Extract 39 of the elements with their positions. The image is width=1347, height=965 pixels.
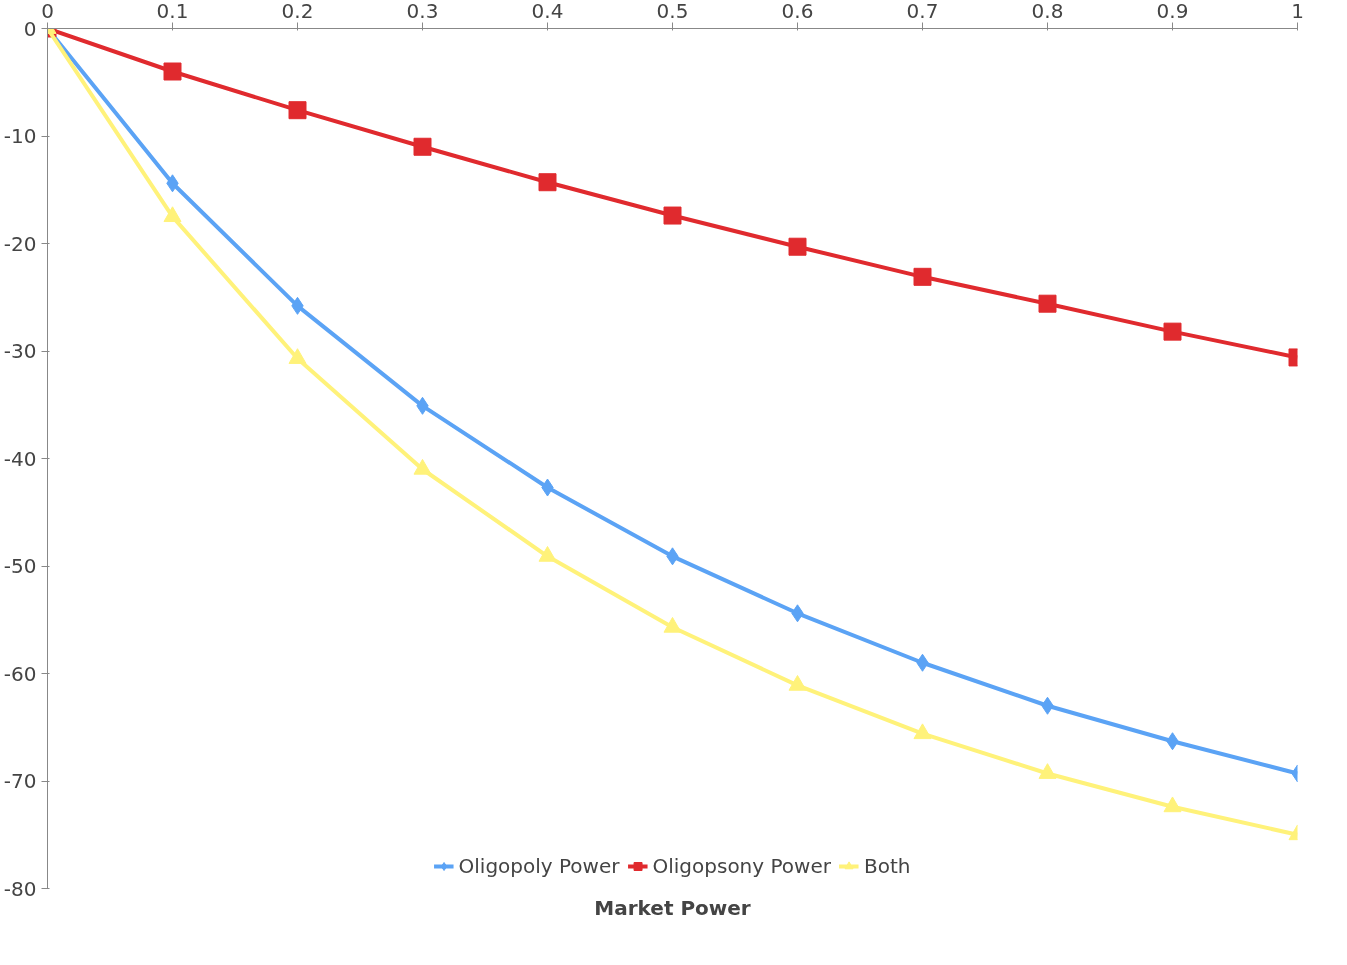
point: [913, 267, 932, 286]
point: [1038, 294, 1057, 313]
point: [538, 546, 557, 562]
point: [163, 62, 182, 81]
x-tick-label: 1: [1291, 0, 1304, 23]
x-tick-label: 0.8: [1031, 0, 1064, 23]
x-axis-title: Market Power: [594, 895, 751, 920]
point: [413, 137, 432, 156]
y-tick-label: -10: [3, 124, 37, 148]
y-tick-label: 0: [23, 16, 37, 41]
y-tick-label: -50: [3, 554, 37, 578]
point: [663, 616, 682, 633]
y-tick-label: -80: [3, 876, 37, 901]
x-tick-label: 0.1: [156, 0, 189, 23]
point: [788, 675, 807, 691]
x-tick-label: 0: [41, 0, 54, 23]
point: [788, 237, 807, 256]
x-tick-label: 0.5: [656, 0, 689, 23]
y-tick-label: -20: [3, 231, 37, 256]
y-tick-label: -30: [3, 339, 37, 363]
point: [1163, 796, 1182, 813]
point: [913, 723, 932, 740]
legend-label: Oligopoly Power: [458, 854, 620, 878]
point: [288, 101, 307, 120]
point: [1038, 763, 1057, 779]
x-tick-label: 0.3: [406, 0, 439, 23]
y-tick-label: -40: [3, 446, 37, 471]
y-tick-label: -60: [3, 661, 37, 686]
point: [538, 173, 557, 192]
point: [1163, 322, 1182, 341]
x-tick-label: 0.6: [781, 0, 814, 23]
point: [663, 206, 682, 225]
x-tick-label: 0.9: [1156, 0, 1189, 23]
y-tick-label: -70: [3, 769, 37, 793]
x-tick-label: 0.7: [906, 0, 939, 23]
x-tick-label: 0.4: [531, 0, 564, 23]
x-tick-label: 0.2: [281, 0, 314, 23]
legend-label: Both: [863, 854, 911, 878]
legend-label: Oligopsony Power: [652, 854, 831, 878]
